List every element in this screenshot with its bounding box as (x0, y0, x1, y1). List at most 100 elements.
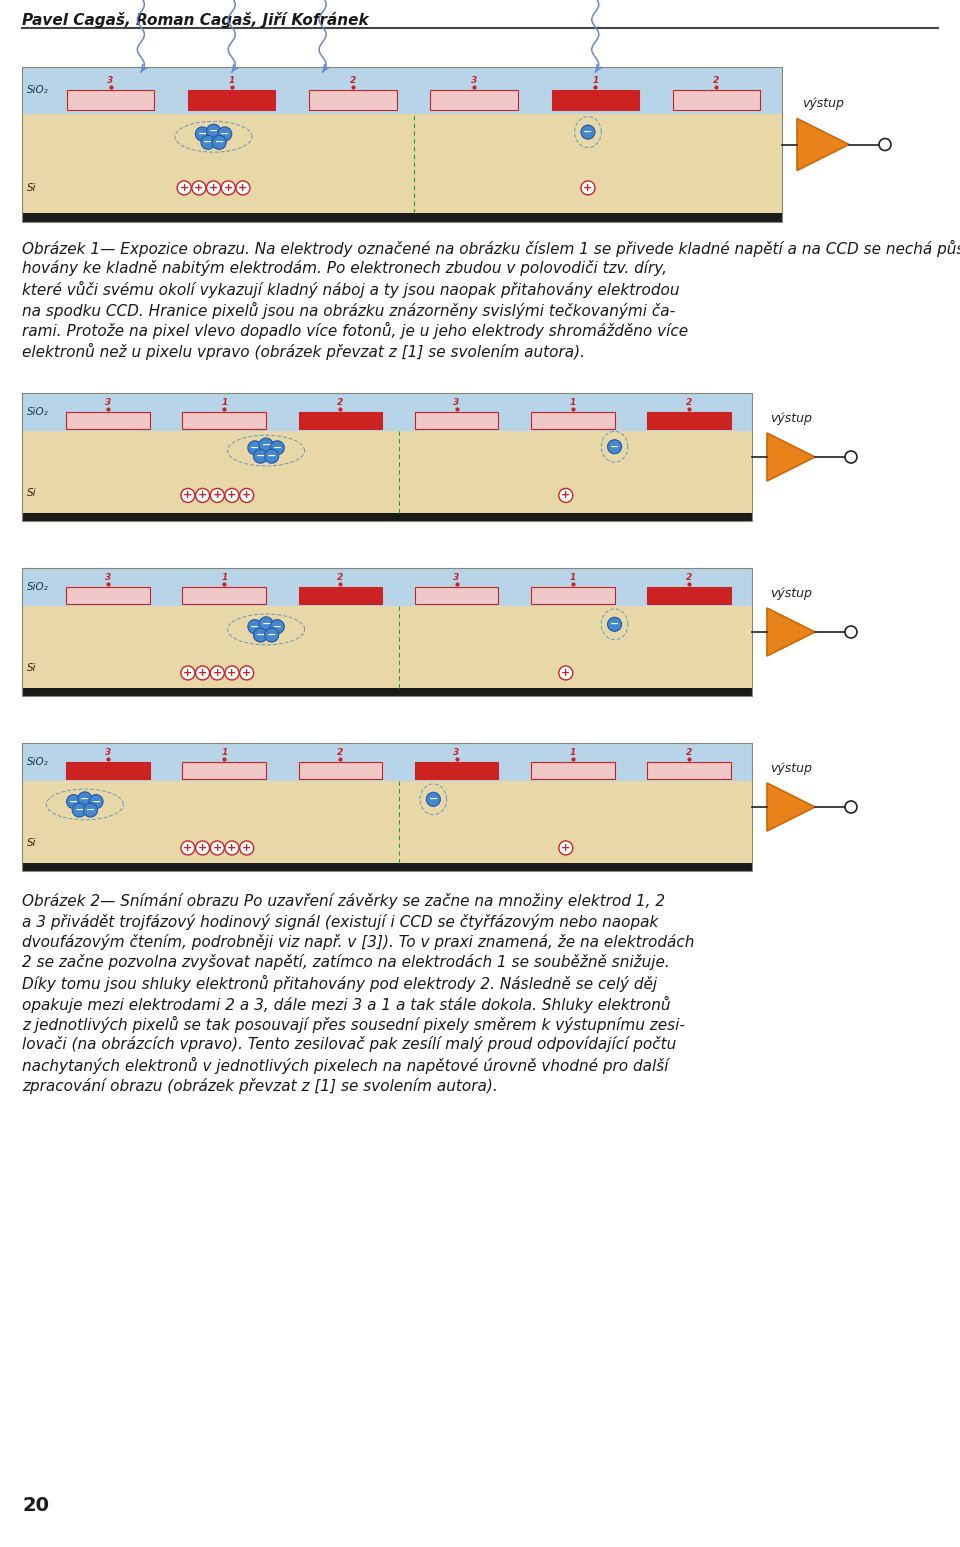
Circle shape (225, 489, 239, 503)
Text: +: + (183, 668, 193, 678)
Text: SiO₂: SiO₂ (27, 756, 49, 767)
Bar (22, 514, 752, 521)
Text: +: + (213, 668, 222, 678)
Circle shape (248, 620, 262, 634)
Text: 2: 2 (685, 398, 692, 407)
Text: SiO₂: SiO₂ (27, 85, 49, 96)
Circle shape (608, 439, 621, 453)
Text: nachytaných elektronů v jednotlivých pixelech na napětové úrovně vhodné pro dalš: nachytaných elektronů v jednotlivých pix… (22, 1057, 668, 1074)
Bar (531, 763, 614, 778)
Text: −: − (69, 797, 79, 806)
Circle shape (240, 842, 253, 855)
Text: −: − (198, 128, 207, 139)
Text: −: − (220, 128, 229, 139)
Circle shape (89, 795, 103, 809)
Circle shape (240, 489, 253, 503)
Circle shape (581, 181, 595, 195)
Circle shape (265, 449, 278, 463)
Text: Si: Si (27, 662, 36, 673)
Text: +: + (183, 490, 193, 500)
Text: SiO₂: SiO₂ (27, 407, 49, 418)
Text: 2: 2 (337, 574, 344, 582)
Text: 1: 1 (221, 574, 228, 582)
Circle shape (559, 665, 573, 681)
Text: −: − (75, 804, 84, 815)
Circle shape (78, 792, 92, 806)
Text: −: − (81, 794, 89, 804)
Text: +: + (584, 183, 592, 193)
Text: 1: 1 (221, 398, 228, 407)
Text: na spodku CCD. Hranice pixelů jsou na obrázku znázorněny svislými tečkovanými ča: na spodku CCD. Hranice pixelů jsou na ob… (22, 302, 675, 319)
Bar (188, 90, 276, 110)
Text: +: + (213, 490, 222, 500)
Text: −: − (584, 127, 592, 138)
Circle shape (259, 438, 273, 452)
Polygon shape (767, 608, 815, 656)
Text: Si: Si (27, 487, 36, 498)
Text: 2: 2 (349, 76, 356, 85)
Bar (299, 412, 382, 429)
Bar (531, 412, 614, 429)
Circle shape (196, 842, 209, 855)
Text: 1: 1 (592, 76, 598, 85)
Circle shape (201, 135, 215, 150)
Circle shape (265, 628, 278, 642)
Text: 3: 3 (453, 574, 460, 582)
Circle shape (180, 842, 195, 855)
Circle shape (210, 489, 225, 503)
Text: +: + (183, 843, 193, 852)
Bar (22, 568, 752, 606)
Text: 3: 3 (105, 398, 111, 407)
Text: opakuje mezi elektrodami 2 a 3, dále mezi 3 a 1 a tak stále dokola. Shluky elekt: opakuje mezi elektrodami 2 a 3, dále mez… (22, 996, 670, 1013)
Circle shape (879, 139, 891, 150)
Bar (647, 588, 731, 603)
Text: −: − (267, 452, 276, 461)
Circle shape (559, 842, 573, 855)
Circle shape (845, 452, 857, 463)
Text: +: + (562, 668, 570, 678)
Circle shape (212, 135, 227, 150)
Bar (22, 743, 752, 871)
Text: 3: 3 (105, 574, 111, 582)
Text: z jednotlivých pixelů se tak posouvají přes sousední pixely směrem k výstupnímu : z jednotlivých pixelů se tak posouvají p… (22, 1016, 684, 1033)
Text: +: + (562, 490, 570, 500)
Circle shape (426, 792, 441, 806)
Text: +: + (238, 183, 248, 193)
Circle shape (84, 803, 98, 817)
Text: +: + (198, 843, 207, 852)
Text: +: + (213, 843, 222, 852)
Text: rami. Protože na pixel vlevo dopadlo více fotonů, je u jeho elektrody shromážděn: rami. Protože na pixel vlevo dopadlo víc… (22, 322, 688, 339)
Bar (309, 90, 396, 110)
Text: +: + (209, 183, 218, 193)
Bar (22, 568, 752, 696)
Circle shape (178, 181, 191, 195)
Text: výstup: výstup (770, 763, 812, 775)
Bar (22, 863, 752, 871)
Text: −: − (209, 127, 218, 136)
Circle shape (271, 620, 284, 634)
Bar (22, 67, 782, 113)
Text: 3: 3 (471, 76, 477, 85)
Text: Obrázek 1— Expozice obrazu. Na elektrody označené na obrázku číslem 1 se přivede: Obrázek 1— Expozice obrazu. Na elektrody… (22, 240, 960, 257)
Text: −: − (261, 619, 271, 628)
Text: −: − (255, 452, 265, 461)
Text: SiO₂: SiO₂ (27, 582, 49, 593)
Circle shape (218, 127, 231, 141)
Text: 1: 1 (569, 574, 576, 582)
Text: +: + (228, 490, 236, 500)
Circle shape (196, 489, 209, 503)
Polygon shape (767, 783, 815, 831)
Polygon shape (767, 433, 815, 481)
Text: 3: 3 (108, 76, 113, 85)
Text: +: + (228, 843, 236, 852)
Bar (22, 432, 752, 514)
Text: 2: 2 (713, 76, 720, 85)
Text: Díky tomu jsou shluky elektronů přitahovány pod elektrody 2. Následně se celý dě: Díky tomu jsou shluky elektronů přitahov… (22, 975, 658, 992)
Bar (415, 412, 498, 429)
Circle shape (248, 441, 262, 455)
Text: 1: 1 (569, 749, 576, 756)
Text: zpracování obrazu (obrázek převzat z [1] se svolením autora).: zpracování obrazu (obrázek převzat z [1]… (22, 1078, 497, 1094)
Text: +: + (242, 668, 252, 678)
Circle shape (180, 489, 195, 503)
Text: −: − (610, 619, 619, 630)
